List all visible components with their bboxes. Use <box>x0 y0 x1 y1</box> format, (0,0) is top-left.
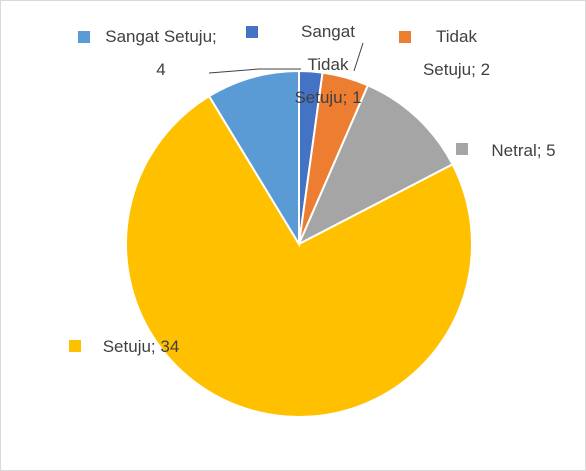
legend-key <box>69 340 81 352</box>
legend-key <box>78 31 90 43</box>
data-label: Sangat Setuju; 4 <box>105 27 217 79</box>
legend-key <box>246 26 258 38</box>
leader-line <box>208 68 301 74</box>
legend-key <box>399 31 411 43</box>
legend-key <box>456 143 468 155</box>
slice <box>125 94 473 418</box>
leader-line <box>353 42 364 72</box>
data-label: Netral; 5 <box>491 141 556 160</box>
slice <box>207 69 300 248</box>
data-label: Sangat Tidak Setuju; 1 <box>294 22 362 107</box>
slice <box>296 84 454 247</box>
data-label: Setuju; 34 <box>102 337 180 356</box>
data-label: Tidak Setuju; 2 <box>422 27 491 79</box>
